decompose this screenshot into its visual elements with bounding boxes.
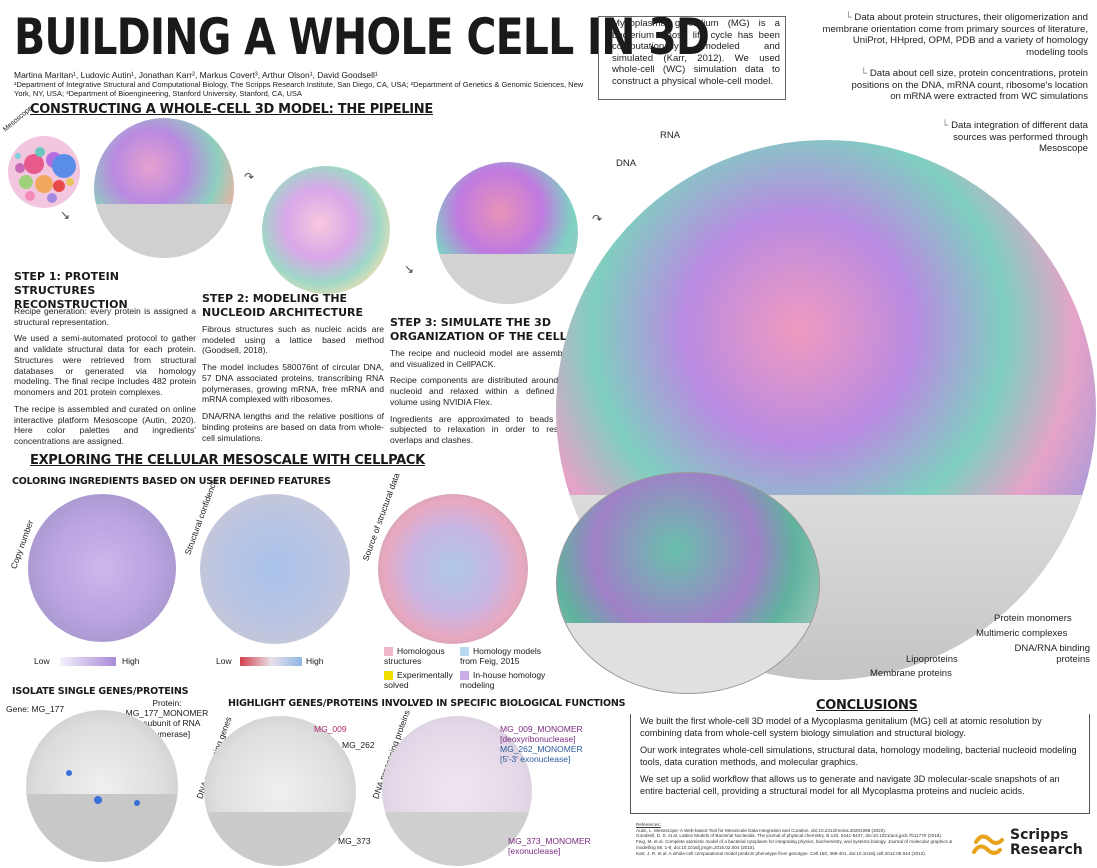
source-note-3: └ Data integration of different data sou…	[941, 120, 1088, 154]
author-names: Martina Maritan¹, Ludovic Autin¹, Jonath…	[14, 70, 378, 80]
step1-title: STEP 1: PROTEIN STRUCTURES RECONSTRUCTIO…	[14, 270, 128, 311]
dna-genes-cell-image	[204, 716, 356, 866]
label-lipoproteins: Lipoproteins	[906, 654, 958, 665]
legend-experimental: Experimentally solved	[384, 670, 453, 691]
coloring-heading: COLORING INGREDIENTS BASED ON USER DEFIN…	[12, 476, 331, 487]
authors-block: Martina Maritan¹, Ludovic Autin¹, Jonath…	[14, 70, 584, 98]
confidence-high: High	[306, 656, 324, 666]
step2-text: Fibrous structures such as nucleic acids…	[202, 324, 384, 443]
copy-number-high: High	[122, 656, 140, 666]
arrow-icon: ↷	[592, 212, 603, 226]
copy-number-cell-image	[28, 494, 176, 642]
step3-text: The recipe and nucleoid model are assemb…	[390, 348, 574, 446]
references: References: Autin, L. Mesoscope: A Web-b…	[636, 822, 953, 856]
intro-text: Mycoplasma genitalium (MG) is a bacteriu…	[612, 18, 780, 87]
source-note-1: └ Data about protein structures, their o…	[822, 12, 1088, 58]
dna-proteins-cell-image	[382, 716, 532, 866]
pipeline-heading: CONSTRUCTING A WHOLE-CELL 3D MODEL: THE …	[30, 102, 433, 117]
confidence-gradient	[240, 657, 302, 666]
label-dna-rna-binding: DNA/RNA binding proteins	[1014, 643, 1090, 665]
label-multimeric-complexes: Multimeric complexes	[976, 628, 1068, 639]
label-mg262: MG_262	[342, 740, 375, 750]
isolate-heading: ISOLATE SINGLE GENES/PROTEINS	[12, 686, 189, 697]
structural-confidence-cell-image	[200, 494, 350, 644]
label-mg262-monomer: MG_262_MONOMER [5'-3' exonuclease]	[500, 744, 583, 765]
intro-bracket	[598, 16, 604, 100]
arrow-icon: ↷	[244, 170, 255, 184]
mesoscale-heading: EXPLORING THE CELLULAR MESOSCALE WITH CE…	[30, 453, 425, 468]
label-membrane-proteins: Membrane proteins	[870, 668, 952, 679]
isolate-cell-image	[26, 710, 178, 862]
copy-number-low: Low	[34, 656, 50, 666]
isolate-protein-label: Protein: MG_177_MONOMER [α subunit of RN…	[125, 698, 209, 739]
highlight-heading: HIGHLIGHT GENES/PROTEINS INVOLVED IN SPE…	[228, 698, 626, 709]
step3-cell-image	[436, 162, 578, 304]
label-rna: RNA	[660, 130, 681, 141]
step1-cell-image	[94, 118, 234, 258]
conclusions-box	[630, 714, 1090, 814]
isolate-gene-label: Gene: MG_177	[6, 704, 65, 714]
step3-title: STEP 3: SIMULATE THE 3D ORGANIZATION OF …	[390, 316, 567, 343]
legend-inhouse: In-house homology modeling	[460, 670, 546, 691]
label-mg009: MG_009	[314, 724, 347, 734]
legend-homologous: Homologous structures	[384, 646, 445, 667]
label-mg009-monomer: MG_009_MONOMER [deoxyribonuclease]	[500, 724, 583, 745]
confidence-low: Low	[216, 656, 232, 666]
label-protein-monomers: Protein monomers	[994, 613, 1072, 624]
arrow-icon: ↘	[60, 208, 71, 222]
label-dna: DNA	[616, 158, 637, 169]
copy-number-gradient	[60, 657, 116, 666]
label-mg373: MG_373	[338, 836, 371, 846]
source-structural-cell-image	[378, 494, 528, 644]
mesoscope-bubbles	[8, 136, 80, 208]
step2-title: STEP 2: MODELING THE NUCLEOID ARCHITECTU…	[202, 292, 364, 319]
zoom-inset-image	[556, 472, 820, 694]
step1-text: Recipe generation: every protein is assi…	[14, 306, 196, 447]
affiliations: ¹Department of Integrative Structural an…	[14, 80, 584, 99]
label-mg373-monomer: MG_373_MONOMER [exonuclease]	[508, 836, 591, 857]
scripps-logo-icon	[972, 834, 1004, 855]
arrow-icon: ↘	[404, 262, 415, 276]
conclusions-heading: CONCLUSIONS	[816, 698, 918, 713]
scripps-logo-text: Scripps Research	[1010, 827, 1083, 858]
step2-nucleoid-image	[262, 166, 390, 294]
poster-title: BUILDING A WHOLE CELL IN 3D	[14, 8, 710, 66]
source-note-2: └ Data about cell size, protein concentr…	[851, 68, 1088, 102]
intro-box	[604, 16, 786, 100]
mesoscope-label: Mesoscope	[2, 104, 34, 134]
conclusions-text: We built the first whole-cell 3D model o…	[640, 716, 1077, 796]
legend-feig: Homology models from Feig, 2015	[460, 646, 542, 667]
